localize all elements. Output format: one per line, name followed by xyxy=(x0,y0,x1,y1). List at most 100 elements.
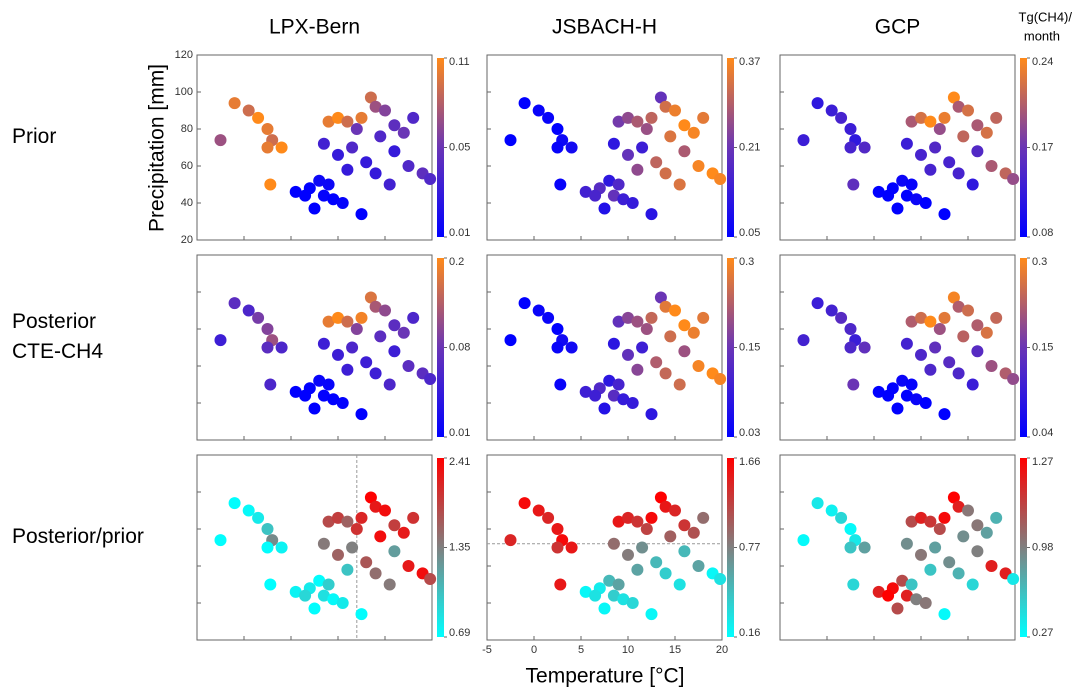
station-point xyxy=(938,511,951,524)
station-point xyxy=(617,593,630,606)
station-point xyxy=(929,141,942,154)
station-point xyxy=(952,300,965,313)
station-point xyxy=(332,311,344,324)
station-point xyxy=(261,541,274,554)
station-point xyxy=(261,341,274,354)
station-point xyxy=(966,578,979,591)
station-point xyxy=(518,97,531,110)
station-point xyxy=(654,491,667,504)
station-point xyxy=(900,389,913,402)
colorbar-tick-label: 0.69 xyxy=(449,627,470,639)
station-point xyxy=(275,341,288,354)
station-point xyxy=(905,315,918,328)
station-point xyxy=(228,97,241,110)
y-tick-label: 20 xyxy=(181,234,193,246)
station-point xyxy=(322,578,335,591)
station-point xyxy=(341,515,354,528)
station-point xyxy=(264,578,277,591)
station-point xyxy=(844,341,857,354)
station-point xyxy=(350,123,363,135)
station-point xyxy=(962,504,974,517)
station-point xyxy=(388,345,401,358)
station-point xyxy=(910,393,923,406)
station-point xyxy=(518,497,531,510)
station-point xyxy=(308,402,321,415)
station-point xyxy=(891,402,904,415)
station-point xyxy=(504,534,517,547)
station-point xyxy=(631,115,644,128)
station-point xyxy=(631,315,644,328)
station-point xyxy=(214,134,227,147)
station-point xyxy=(622,548,634,561)
colorbar-tick-label: 0.05 xyxy=(449,141,470,153)
station-point xyxy=(532,104,545,117)
station-point xyxy=(692,560,705,572)
station-point xyxy=(299,189,312,202)
station-point xyxy=(554,578,567,591)
station-point xyxy=(990,111,1003,124)
station-point xyxy=(872,385,885,398)
y-tick-label: 100 xyxy=(175,86,193,98)
colorbar-tick-label: 0.3 xyxy=(739,256,754,268)
station-point xyxy=(858,541,871,554)
station-point xyxy=(369,100,382,113)
station-point xyxy=(957,530,970,543)
station-point xyxy=(374,530,387,543)
colorbar-tick-label: 0.03 xyxy=(739,427,760,439)
y-axis-label: Precipitation [mm] xyxy=(146,64,169,232)
station-point xyxy=(966,178,979,191)
station-point xyxy=(924,115,937,128)
colorbar-tick-label: 0.2 xyxy=(449,256,464,268)
station-point xyxy=(905,178,918,191)
station-point xyxy=(882,589,895,602)
station-point xyxy=(1007,172,1020,185)
station-point xyxy=(228,297,241,310)
station-point xyxy=(518,297,531,310)
station-point xyxy=(355,208,368,221)
station-point xyxy=(383,578,396,591)
station-point xyxy=(645,208,658,221)
station-point xyxy=(844,523,857,535)
station-point xyxy=(654,291,667,304)
station-point xyxy=(308,602,321,615)
station-point xyxy=(622,511,634,524)
x-tick-label: 5 xyxy=(578,644,584,656)
station-point xyxy=(374,130,387,143)
x-tick-label: 0 xyxy=(531,644,537,656)
station-point xyxy=(355,608,368,621)
colorbar-tick-label: 2.41 xyxy=(449,456,470,468)
colorbar-tick-label: 0.15 xyxy=(739,341,760,353)
station-point xyxy=(640,123,653,135)
station-point xyxy=(379,304,391,317)
plot-frame xyxy=(486,254,723,441)
station-point xyxy=(607,189,620,202)
station-point xyxy=(603,374,616,387)
column-title: LPX-Bern xyxy=(269,16,360,39)
station-point xyxy=(692,360,705,372)
station-point xyxy=(551,523,564,535)
station-point xyxy=(654,91,667,104)
colorbar xyxy=(437,258,444,437)
colorbar-tick-label: 0.16 xyxy=(739,627,760,639)
station-point xyxy=(346,341,359,354)
station-point xyxy=(714,572,727,585)
station-point xyxy=(811,497,824,510)
station-point xyxy=(924,363,937,376)
station-point xyxy=(332,111,344,124)
station-point xyxy=(407,511,420,524)
station-point xyxy=(697,311,710,324)
station-point xyxy=(261,141,274,154)
station-point xyxy=(542,111,555,124)
station-point xyxy=(631,363,644,376)
station-point xyxy=(835,111,848,124)
station-point xyxy=(938,208,951,221)
station-point xyxy=(612,315,625,328)
station-point xyxy=(971,319,984,332)
column-title: JSBACH-H xyxy=(552,16,657,39)
station-point xyxy=(252,511,265,524)
plot-frame xyxy=(196,54,433,241)
colorbar-tick-label: 0.17 xyxy=(1032,141,1053,153)
station-point xyxy=(579,385,592,398)
station-point xyxy=(915,311,927,324)
station-point xyxy=(374,330,387,343)
